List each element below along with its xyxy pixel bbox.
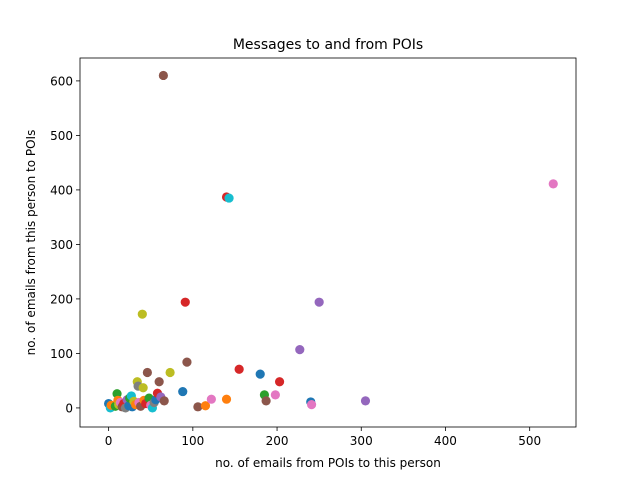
x-axis-label: no. of emails from POIs to this person [215, 456, 441, 470]
y-tick-label: 500 [50, 129, 73, 143]
data-point [193, 402, 203, 412]
data-point [295, 345, 305, 355]
data-point [221, 394, 232, 404]
data-point [255, 369, 265, 379]
y-tick-label: 400 [50, 183, 73, 197]
data-point [206, 394, 216, 404]
data-point [180, 297, 190, 307]
x-tick-label: 100 [181, 434, 204, 448]
y-axis-ticks: 0 100 200 300 400 500 600 [50, 74, 80, 415]
data-point [182, 357, 192, 367]
y-tick-label: 200 [50, 292, 73, 306]
data-point [224, 193, 234, 203]
x-tick-label: 500 [518, 434, 541, 448]
data-point [234, 364, 244, 374]
data-point [158, 70, 168, 81]
data-point [154, 377, 164, 387]
data-point [142, 367, 152, 378]
data-point [137, 309, 147, 319]
y-tick-label: 100 [50, 347, 73, 361]
chart-title: Messages to and from POIs [233, 37, 423, 53]
y-axis-label: no. of emails from this person to POIs [24, 130, 38, 356]
data-point [165, 367, 175, 378]
x-tick-label: 300 [350, 434, 373, 448]
data-point [360, 396, 371, 406]
data-point [274, 377, 285, 387]
data-point [314, 297, 324, 307]
data-point [548, 179, 558, 189]
data-point [306, 400, 317, 410]
plot-frame [79, 57, 577, 428]
x-tick-label: 0 [105, 434, 113, 448]
data-point [200, 401, 211, 411]
x-tick-label: 200 [266, 434, 289, 448]
data-point [270, 390, 280, 400]
data-point [261, 396, 271, 406]
y-tick-label: 300 [50, 238, 73, 252]
data-point [138, 383, 148, 393]
x-tick-label: 400 [434, 434, 457, 448]
y-tick-label: 0 [65, 401, 73, 415]
data-points [104, 70, 558, 413]
x-axis-ticks: 0 100 200 300 400 500 [105, 427, 541, 448]
data-point [159, 396, 169, 406]
data-point [178, 386, 188, 397]
y-tick-label: 600 [50, 74, 73, 88]
